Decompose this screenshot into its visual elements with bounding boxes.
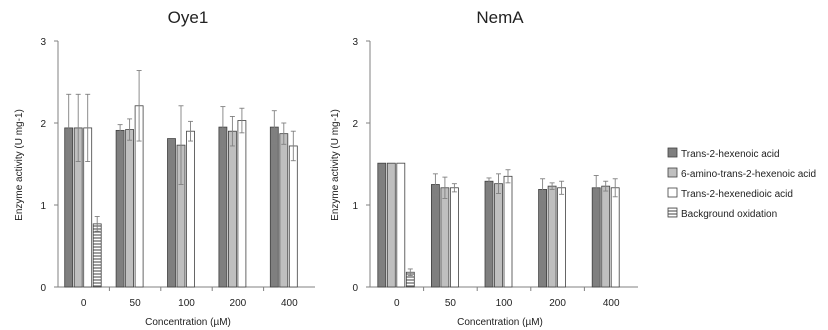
chart-nema: NemA Enzyme activity (U mg-1) Concentrat… — [330, 8, 638, 328]
legend-item: Background oxidation — [667, 207, 777, 220]
legend-label: Background oxidation — [681, 209, 777, 220]
bar — [125, 129, 134, 288]
bar — [115, 129, 125, 288]
chart-oye1: Oye1 Enzyme activity (U mg-1) Concentrat… — [14, 8, 315, 328]
bar — [610, 187, 620, 288]
y-tick-label: 1 — [40, 201, 46, 212]
bar — [186, 130, 195, 288]
x-tick-label: 0 — [81, 298, 87, 309]
chart-title: NemA — [476, 8, 524, 27]
bar — [167, 138, 176, 288]
legend-swatch — [667, 187, 678, 198]
bar — [557, 187, 566, 288]
y-tick-label: 0 — [352, 283, 358, 294]
bar — [396, 162, 406, 288]
bar — [503, 175, 513, 288]
bar — [430, 184, 440, 288]
x-tick-label: 200 — [549, 298, 566, 309]
y-tick-label: 3 — [40, 37, 46, 48]
bar — [92, 223, 102, 288]
legend-swatch — [667, 147, 678, 158]
bar — [547, 185, 557, 288]
legend-item: Trans-2-hexenoic acid — [667, 147, 780, 160]
bar — [386, 162, 396, 288]
bar — [377, 162, 387, 288]
bar — [449, 187, 459, 288]
bar — [601, 185, 611, 288]
legend-item: 6-amino-trans-2-hexenoic acid — [667, 167, 816, 180]
y-tick-label: 1 — [352, 201, 358, 212]
legend-label: Trans-2-hexenedioic acid — [681, 189, 793, 200]
legend-label: 6-amino-trans-2-hexenoic acid — [681, 169, 816, 180]
y-axis-label: Enzyme activity (U mg-1) — [14, 109, 25, 221]
bar — [279, 133, 289, 288]
y-tick-label: 2 — [40, 119, 46, 130]
x-tick-label: 400 — [603, 298, 620, 309]
legend-item: Trans-2-hexenedioic acid — [667, 187, 793, 200]
chart-title: Oye1 — [168, 8, 209, 27]
bar — [591, 187, 601, 288]
bar — [237, 120, 247, 288]
legend: Trans-2-hexenoic acid 6-amino-trans-2-he… — [667, 147, 816, 220]
x-tick-label: 50 — [130, 298, 142, 309]
bar — [494, 183, 503, 288]
legend-label: Trans-2-hexenoic acid — [681, 149, 780, 160]
bar — [218, 126, 228, 288]
bar — [269, 126, 279, 288]
legend-swatch — [667, 167, 678, 178]
x-axis-label: Concentration (µM) — [457, 317, 543, 328]
legend-swatch — [667, 207, 678, 218]
bar — [227, 130, 237, 288]
bar — [288, 145, 298, 288]
x-tick-label: 0 — [394, 298, 400, 309]
bar — [440, 187, 450, 288]
x-tick-label: 100 — [496, 298, 513, 309]
x-tick-label: 200 — [230, 298, 247, 309]
y-tick-label: 2 — [352, 119, 358, 130]
x-axis-label: Concentration (µM) — [145, 317, 231, 328]
y-tick-label: 0 — [40, 283, 46, 294]
bar — [538, 189, 547, 288]
y-tick-label: 3 — [352, 37, 358, 48]
x-tick-label: 100 — [178, 298, 195, 309]
y-axis-label: Enzyme activity (U mg-1) — [330, 109, 341, 221]
x-tick-label: 400 — [281, 298, 298, 309]
x-tick-label: 50 — [445, 298, 457, 309]
bar — [484, 180, 494, 288]
